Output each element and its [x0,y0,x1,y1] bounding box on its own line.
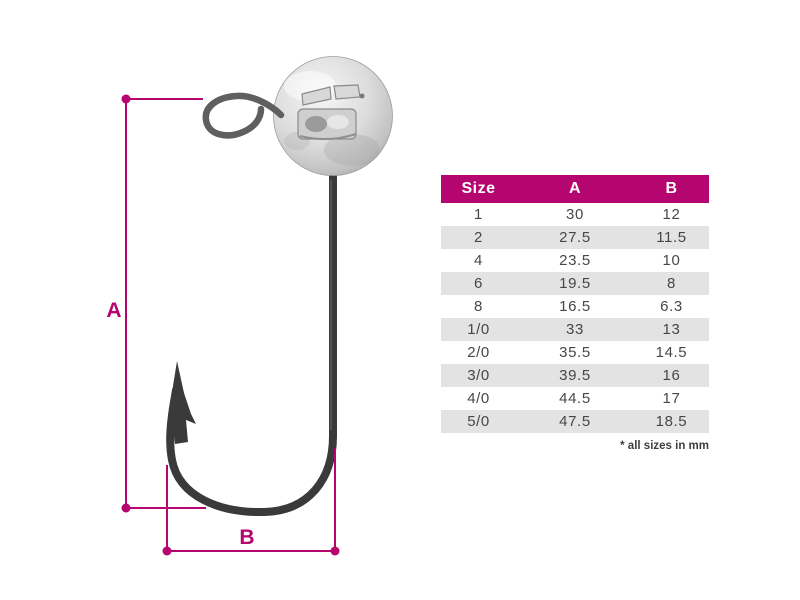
size-cell: 2/0 [467,344,490,361]
size-cell: 1/0 [467,321,490,338]
stamped-logo [297,84,365,140]
size-cell: 2 [474,229,483,246]
hook-illustration [166,124,337,517]
hook-wire [166,124,337,517]
table-row: 3/0 39.5 16 [441,364,709,387]
b-cell: 17 [662,390,681,407]
dim-b-label: B [239,526,254,549]
a-cell: 27.5 [559,229,591,246]
size-spec-table: Size A B 1 30 12 2 27.5 11.5 4 2 [441,175,709,452]
table-row: 1/0 33 13 [441,318,709,341]
a-cell: 23.5 [559,252,591,269]
dim-b-left-dot [162,546,172,556]
size-cell: 3/0 [467,367,490,384]
table-row: 2/0 35.5 14.5 [441,341,709,364]
header-b: B [633,175,709,203]
b-cell: 18.5 [655,413,688,430]
b-cell: 6.3 [660,298,683,315]
table-row: 4/0 44.5 17 [441,387,709,410]
hook-point-barb [171,361,196,444]
b-cell: 14.5 [655,344,688,361]
a-cell: 33 [566,321,584,338]
ball-shade [324,134,380,166]
dimension-annotations: A B [106,94,340,556]
table-header-row: Size A B [441,175,709,203]
a-cell: 30 [566,206,584,223]
size-cell: 8 [474,298,483,315]
eye-loop [202,92,285,139]
table-row: 1 30 12 [441,203,709,226]
b-cell: 10 [662,252,681,269]
table-row: 8 16.5 6.3 [441,295,709,318]
size-cell: 1 [474,206,483,223]
units-footnote: * all sizes in mm [620,440,709,452]
dim-b-right-dot [330,546,340,556]
header-size: Size [441,175,517,203]
size-cell: 5/0 [467,413,490,430]
table-row: 5/0 47.5 18.5 [441,410,709,433]
a-cell: 39.5 [559,367,591,384]
dim-a-bottom-dot [121,503,131,513]
dimension-a: A [106,94,206,513]
dim-a-label: A [106,299,121,322]
b-cell: 12 [662,206,681,223]
header-a: A [516,175,634,203]
dim-a-top-dot [121,94,131,104]
a-cell: 47.5 [559,413,591,430]
table-row: 4 23.5 10 [441,249,709,272]
a-cell: 44.5 [559,390,591,407]
size-cell: 4/0 [467,390,490,407]
table-row: 6 19.5 8 [441,272,709,295]
b-cell: 16 [662,367,681,384]
size-cell: 6 [474,275,483,292]
dimension-b: B [162,448,340,556]
table-row: 2 27.5 11.5 [441,226,709,249]
b-cell: 11.5 [656,229,687,246]
a-cell: 19.5 [559,275,591,292]
ball-head [273,56,393,176]
a-cell: 16.5 [559,298,591,315]
b-cell: 13 [662,321,681,338]
a-cell: 35.5 [559,344,591,361]
b-cell: 8 [666,275,676,292]
size-cell: 4 [474,252,483,269]
